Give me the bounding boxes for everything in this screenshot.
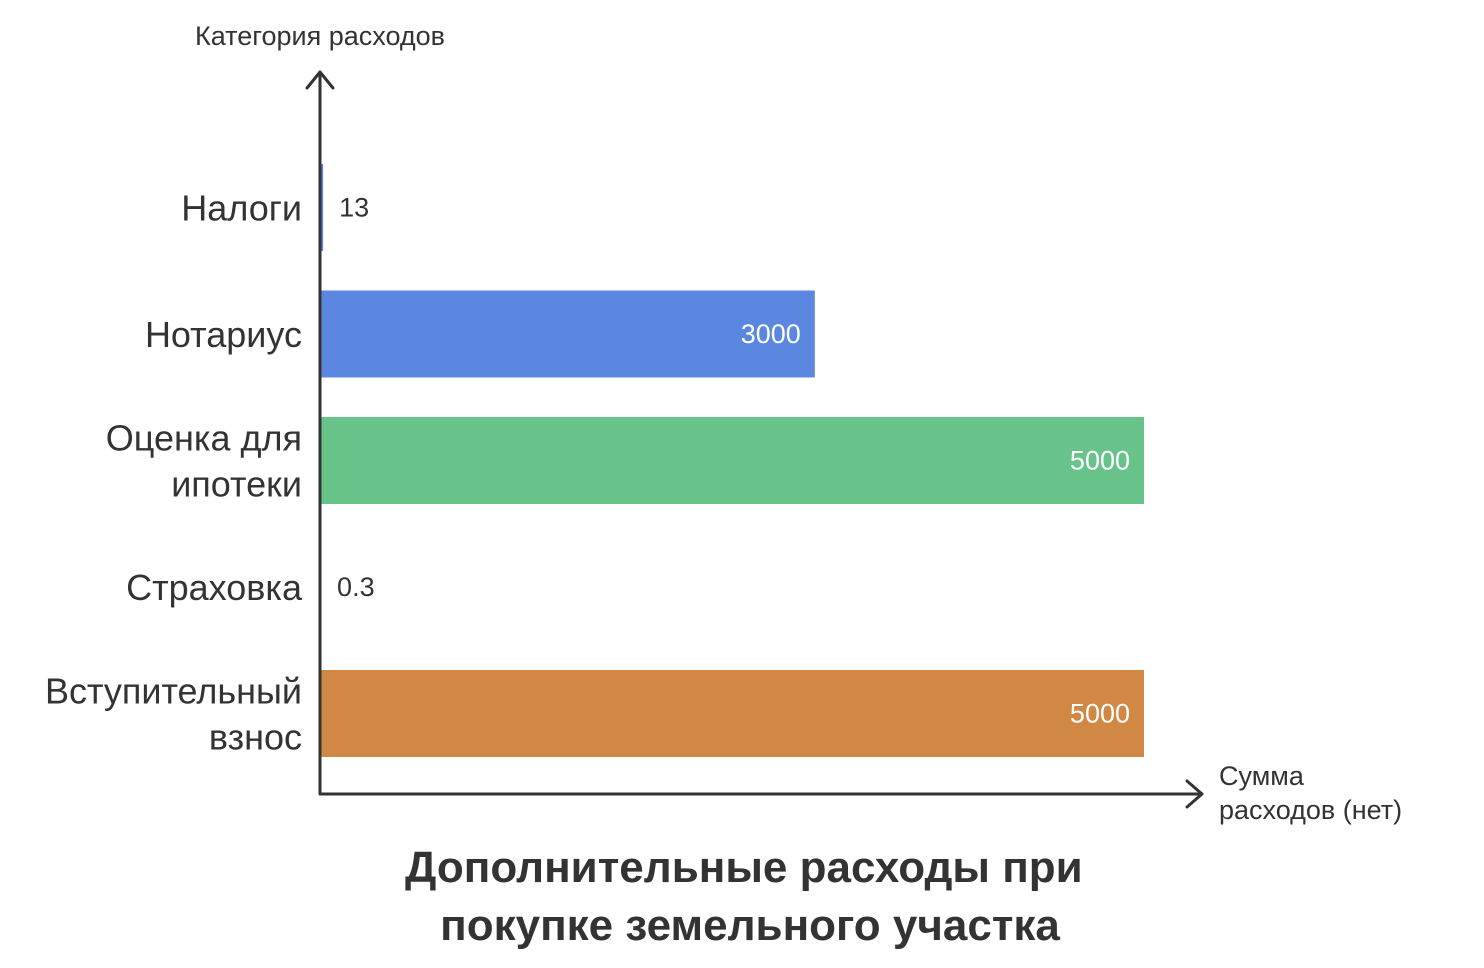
chart-title-line-2: покупке земельного участка (440, 901, 1060, 950)
category-label-4-line-2: взнос (209, 716, 302, 757)
y-axis-title: Категория расходов (195, 21, 445, 51)
category-label-2-line-1: Оценка для (106, 417, 302, 458)
category-label-0-line-1: Налоги (181, 187, 302, 228)
chart-title: Дополнительные расходы при покупке земел… (405, 843, 1095, 950)
x-axis-title-line-2: расходов (нет) (1219, 795, 1402, 825)
value-label-1: 3000 (741, 319, 801, 349)
x-axis-title-line-1: Сумма (1219, 761, 1305, 791)
bars-layer (321, 164, 1144, 757)
axes (305, 70, 1204, 809)
value-label-3: 0.3 (337, 572, 375, 602)
value-labels-layer: 13 3000 5000 0.3 5000 (337, 193, 1130, 729)
bar-4 (321, 670, 1144, 757)
category-label-4-line-1: Вступительный (45, 670, 302, 711)
bar-1 (321, 290, 815, 378)
category-label-2-line-2: ипотеки (171, 463, 302, 504)
x-axis-title: Сумма расходов (нет) (1219, 761, 1402, 825)
value-label-4: 5000 (1070, 699, 1130, 729)
chart-title-line-1: Дополнительные расходы при (405, 843, 1083, 892)
value-label-2: 5000 (1070, 446, 1130, 476)
category-label-0: Налоги (181, 187, 302, 228)
bar-0 (321, 164, 324, 251)
bar-2 (321, 417, 1144, 504)
y-axis-arrow-icon (305, 70, 335, 90)
x-axis-arrow-icon (1185, 779, 1204, 809)
category-label-2: Оценка для ипотеки (106, 417, 302, 504)
category-label-1-line-1: Нотариус (145, 314, 302, 355)
value-label-0: 13 (339, 193, 369, 223)
category-label-4: Вступительный взнос (45, 670, 302, 757)
category-label-3: Страховка (126, 567, 303, 608)
category-label-1: Нотариус (145, 314, 302, 355)
category-label-3-line-1: Страховка (126, 567, 303, 608)
category-labels-layer: Налоги Нотариус Оценка для ипотеки Страховка… (45, 187, 303, 757)
